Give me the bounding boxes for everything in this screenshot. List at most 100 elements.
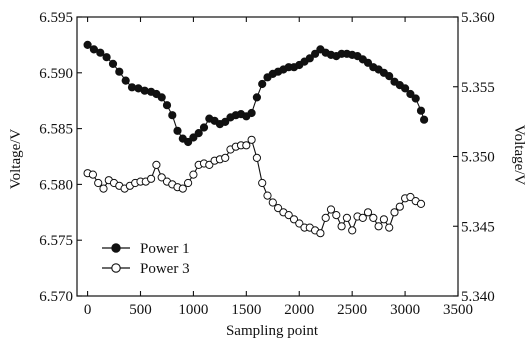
plot-border [76, 16, 459, 297]
data-point [369, 213, 378, 222]
legend-power3-marker [111, 263, 121, 273]
data-point [406, 192, 415, 202]
data-point [108, 59, 118, 69]
data-point [184, 178, 193, 188]
y-left-tick-label: 6.575 [39, 233, 73, 249]
data-point [178, 184, 187, 193]
x-tick-label: 1000 [178, 302, 208, 318]
data-point [337, 222, 346, 231]
data-point [99, 184, 108, 193]
x-tick-label: 1500 [231, 302, 261, 318]
data-point [295, 219, 304, 228]
data-point [147, 174, 156, 183]
data-point [252, 93, 261, 102]
data-point [401, 84, 410, 93]
data-point [115, 67, 124, 76]
series-power-1 [83, 40, 429, 147]
y-left-tick-label: 6.595 [39, 10, 73, 26]
data-point [311, 49, 320, 58]
data-point [157, 173, 166, 182]
data-point [316, 229, 325, 238]
y-left-tick-label: 6.570 [39, 289, 73, 305]
data-point [342, 213, 351, 222]
data-point [385, 223, 394, 232]
legend-label-power3: Power 3 [140, 261, 190, 277]
y-right-tick-label: 5.360 [461, 10, 495, 26]
data-point [199, 123, 209, 132]
data-point [194, 129, 203, 138]
x-tick-label: 0 [84, 302, 92, 318]
plot-frame [76, 16, 459, 297]
series-layer [83, 40, 429, 238]
y-right-tick-label: 5.350 [461, 150, 495, 166]
data-point [416, 106, 426, 115]
data-point [416, 199, 426, 208]
data-point [242, 141, 251, 150]
series-power-3 [83, 135, 426, 238]
data-point [326, 205, 336, 214]
legend-label-power1: Power 1 [140, 241, 190, 257]
data-point [258, 178, 267, 188]
x-tick-label: 2500 [337, 302, 367, 318]
data-point [152, 160, 161, 169]
data-point [420, 115, 429, 124]
y-right-tick-label: 5.355 [461, 80, 495, 96]
data-point [121, 76, 130, 85]
data-point [173, 126, 182, 135]
data-point [289, 215, 299, 224]
data-point [411, 94, 420, 103]
y-axis-right: 5.340 5.345 5.350 5.355 5.360 [453, 10, 495, 305]
x-tick-label: 500 [129, 302, 152, 318]
y-axis-left: 6.570 6.575 6.580 6.585 6.590 6.595 [39, 10, 82, 305]
data-point [268, 198, 277, 207]
data-point [274, 204, 283, 213]
data-point [348, 226, 357, 235]
data-point [284, 211, 293, 220]
y-left-tick-label: 6.580 [39, 177, 73, 193]
y-axis-right-title: Voltage/V [511, 125, 527, 186]
y-right-tick-label: 5.340 [461, 289, 495, 305]
data-point [168, 111, 177, 120]
data-point [247, 108, 256, 118]
data-point [363, 208, 373, 217]
data-point [305, 54, 314, 63]
data-point [189, 170, 198, 179]
data-point [96, 48, 105, 57]
data-point [221, 153, 230, 162]
data-point [189, 133, 198, 142]
data-point [379, 215, 388, 224]
y-left-tick-label: 6.590 [39, 66, 73, 82]
data-point [385, 72, 394, 81]
data-point [395, 202, 404, 211]
data-point [263, 191, 272, 200]
data-point [321, 213, 330, 222]
data-point [252, 153, 261, 162]
data-point [406, 89, 415, 99]
legend-power1-marker [111, 243, 121, 253]
data-point [88, 170, 98, 179]
data-point [157, 93, 166, 102]
y-axis-left-title: Voltage/V [8, 129, 24, 190]
data-point [89, 45, 99, 54]
data-point [374, 222, 383, 231]
legend: Power 1 Power 3 [102, 241, 190, 277]
data-point [258, 79, 267, 89]
data-point [83, 40, 92, 50]
data-point [102, 53, 111, 62]
x-tick-label: 3500 [443, 302, 473, 318]
x-axis-title: Sampling point [226, 323, 319, 339]
data-point [184, 137, 193, 147]
x-tick-label: 2000 [284, 302, 314, 318]
data-point [358, 213, 367, 222]
data-point [205, 160, 214, 169]
y-left-tick-label: 6.585 [39, 122, 73, 138]
x-axis: 0 500 1000 1500 2000 2500 3000 3500 [84, 17, 473, 318]
x-tick-label: 3000 [390, 302, 420, 318]
data-point [247, 135, 256, 144]
data-point [332, 211, 341, 220]
data-point [221, 117, 230, 127]
y-right-tick-label: 5.345 [461, 219, 495, 235]
data-point [94, 178, 103, 188]
data-point [390, 208, 399, 217]
